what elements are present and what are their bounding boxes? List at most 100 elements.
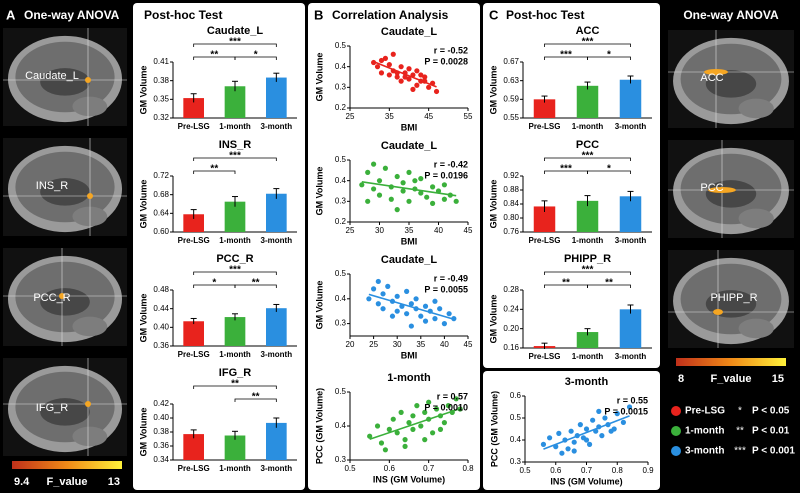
significance-bracket xyxy=(234,56,277,60)
chart-title: INS_R xyxy=(219,139,251,151)
significance-label: ** xyxy=(231,379,239,390)
posthoc-panel xyxy=(133,3,305,490)
scatter-point xyxy=(402,443,408,449)
legend-stars: * xyxy=(738,406,742,417)
y-axis-label: GM Volume xyxy=(488,295,498,344)
x-axis-label: BMI xyxy=(401,350,418,360)
scatter-point xyxy=(433,88,440,95)
y-tick-label: 0.4 xyxy=(335,421,347,430)
region-label: PHIPP_R xyxy=(710,292,757,304)
scatter-point xyxy=(414,403,420,409)
y-axis-label: GM Volume xyxy=(138,294,148,343)
y-tick-label: 0.59 xyxy=(503,94,519,103)
scatter-point xyxy=(586,441,593,447)
scatter-point xyxy=(441,321,447,327)
chart-title: Caudate_L xyxy=(381,140,438,152)
y-tick-label: 0.76 xyxy=(503,227,519,236)
x-tick-label: 40 xyxy=(434,226,443,235)
bar xyxy=(224,317,246,346)
y-tick-label: 0.88 xyxy=(503,185,519,194)
scatter-point xyxy=(426,399,432,405)
y-tick-label: 0.40 xyxy=(153,322,169,331)
significance-label: *** xyxy=(582,151,594,162)
scatter-point xyxy=(596,408,602,414)
bar xyxy=(224,435,246,460)
scatter-point xyxy=(577,422,583,428)
significance-bracket xyxy=(544,43,631,47)
scatter-point xyxy=(378,57,385,64)
x-tick-label: 55 xyxy=(464,112,473,121)
scatter-point xyxy=(375,301,381,307)
y-tick-label: 0.3 xyxy=(335,196,347,205)
colorbar-label: F_value xyxy=(47,476,88,488)
x-tick-label: 1-month xyxy=(572,352,604,361)
scatter-point xyxy=(394,74,400,80)
x-tick-label: 3-month xyxy=(261,464,293,473)
scatter-point xyxy=(359,182,365,188)
scatter-point xyxy=(371,186,377,192)
y-tick-label: 0.60 xyxy=(153,227,169,236)
y-tick-label: 0.24 xyxy=(503,304,519,313)
scatter-point xyxy=(556,430,562,436)
scatter-point xyxy=(371,59,377,66)
y-tick-label: 0.4 xyxy=(510,435,522,444)
significance-bracket xyxy=(193,43,277,47)
scatter-point xyxy=(398,78,404,84)
legend-label: 1-month xyxy=(685,426,724,437)
scatter-point xyxy=(445,403,451,409)
y-tick-label: 0.3 xyxy=(335,455,347,464)
x-tick-label: Pre-LSG xyxy=(528,352,560,361)
y-axis-label: GM Volume xyxy=(138,66,148,115)
y-tick-label: 0.36 xyxy=(153,341,169,350)
scatter-point xyxy=(571,448,577,454)
y-tick-label: 0.5 xyxy=(335,155,347,164)
y-tick-label: 0.28 xyxy=(503,285,519,294)
scatter-point xyxy=(406,66,412,72)
y-tick-label: 0.44 xyxy=(153,304,169,313)
scatter-point xyxy=(386,62,392,68)
region-label: Caudate_L xyxy=(25,70,79,82)
posthoc-c-panel xyxy=(483,3,660,368)
bar xyxy=(576,332,599,348)
region-label: IFG_R xyxy=(36,402,68,414)
activation xyxy=(85,77,91,83)
scatter-point xyxy=(432,298,438,304)
correlation-panel xyxy=(308,3,480,490)
significance-label: *** xyxy=(229,37,241,48)
y-axis-label: GM Volume xyxy=(488,66,498,115)
scatter-point xyxy=(382,55,388,62)
scatter-point xyxy=(406,169,412,175)
y-axis-label: GM Volume xyxy=(314,167,324,216)
x-tick-label: 3-month xyxy=(615,352,647,361)
annotation: r = 0.57 xyxy=(437,391,468,401)
bar xyxy=(224,201,246,232)
scatter-point xyxy=(388,196,394,202)
cerebellum xyxy=(72,96,108,117)
x-tick-label: 3-month xyxy=(261,122,293,131)
significance-label: ** xyxy=(562,278,570,289)
x-tick-label: 45 xyxy=(464,226,473,235)
scatter-point xyxy=(376,178,383,184)
panel-letter: A xyxy=(6,7,16,22)
region-label: PCC_R xyxy=(33,292,70,304)
y-tick-label: 0.2 xyxy=(335,103,347,112)
significance-label: * xyxy=(607,50,611,61)
x-tick-label: Pre-LSG xyxy=(178,464,210,473)
scatter-point xyxy=(583,426,590,432)
y-tick-label: 0.63 xyxy=(503,76,519,85)
x-tick-label: 25 xyxy=(346,226,355,235)
scatter-point xyxy=(378,440,385,446)
scatter-point xyxy=(410,413,416,419)
y-tick-label: 0.67 xyxy=(503,57,519,66)
bar xyxy=(224,86,246,118)
panel-letter: C xyxy=(489,7,499,22)
scatter-point xyxy=(410,86,416,92)
bar xyxy=(183,434,204,460)
y-tick-label: 0.92 xyxy=(503,171,519,180)
scatter-point xyxy=(382,447,388,453)
activation xyxy=(708,187,736,193)
scatter-point xyxy=(414,68,420,74)
significance-bracket xyxy=(234,398,277,402)
scatter-point xyxy=(386,426,392,432)
